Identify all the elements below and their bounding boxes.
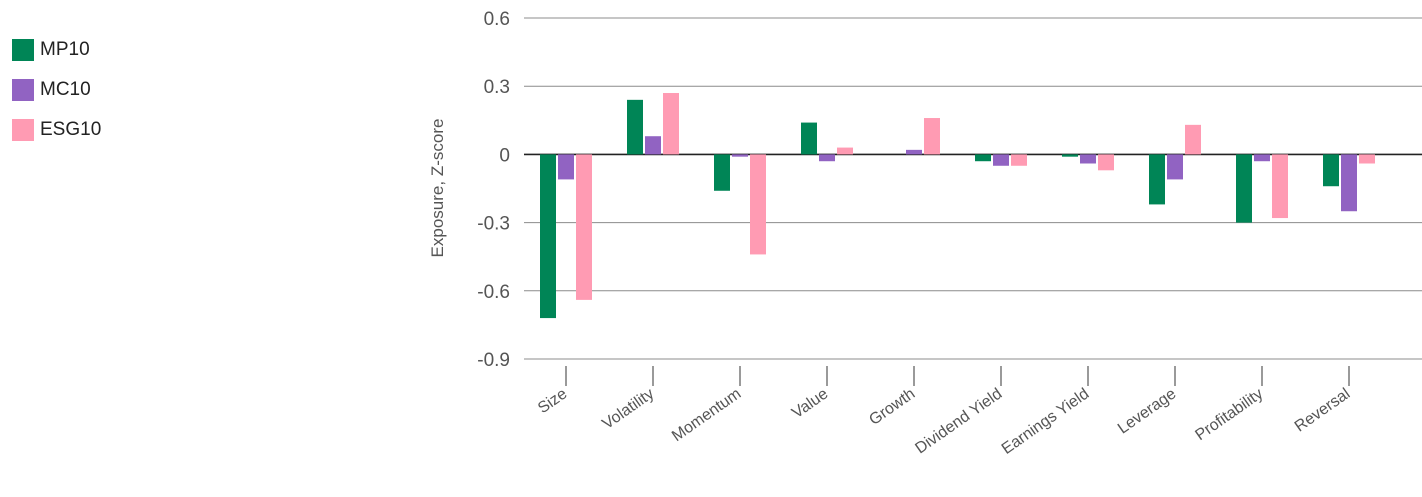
- legend-label-mp10: MP10: [40, 39, 90, 60]
- legend-label-esg10: ESG10: [40, 119, 102, 140]
- bar-mc10-reversal: [1341, 154, 1357, 212]
- bar-esg10-reversal: [1359, 154, 1375, 164]
- x-tick-label: Value: [789, 385, 831, 422]
- y-tick-labels: 0.6 0.3 0 -0.3 -0.6 -0.9: [477, 9, 510, 371]
- x-tick-label: Dividend Yield: [912, 385, 1005, 457]
- y-tick-label: -0.9: [477, 350, 510, 371]
- bar-esg10-momentum: [750, 154, 766, 255]
- bar-mc10-profitability: [1254, 154, 1270, 162]
- legend-item-mp10: MP10: [12, 30, 101, 70]
- bar-mc10-growth: [906, 149, 922, 155]
- x-ticks: [565, 366, 1350, 386]
- legend-swatch-mc10: [12, 79, 34, 101]
- y-tick-label: -0.6: [477, 282, 510, 303]
- bar-mc10-size: [558, 154, 574, 180]
- bar-esg10-profitability: [1272, 154, 1288, 219]
- legend-swatch-mp10: [12, 39, 34, 61]
- bar-mc10-dividend-yield: [993, 154, 1009, 166]
- y-tick-label: 0.3: [484, 77, 510, 98]
- legend: MP10 MC10 ESG10: [12, 30, 101, 150]
- bar-mp10-volatility: [627, 99, 643, 155]
- y-tick-label: 0.6: [484, 9, 510, 30]
- bars: [540, 93, 1375, 319]
- legend-swatch-esg10: [12, 119, 34, 141]
- bar-mp10-momentum: [714, 154, 730, 191]
- bar-esg10-value: [837, 147, 853, 155]
- x-tick-labels: Size Volatility Momentum Value GrowthDividen…: [535, 385, 1353, 458]
- bar-mp10-earnings-yield: [1062, 154, 1078, 157]
- x-tick-label: Leverage: [1115, 385, 1179, 437]
- y-axis-label: Exposure, Z-score: [428, 119, 447, 258]
- bar-esg10-leverage: [1185, 124, 1201, 155]
- x-tick-label: Earnings Yield: [999, 385, 1093, 458]
- bar-esg10-volatility: [663, 93, 679, 155]
- bar-esg10-dividend-yield: [1011, 154, 1027, 166]
- x-tick-label: Size: [535, 385, 570, 417]
- bar-mc10-leverage: [1167, 154, 1183, 180]
- x-tick-label: Reversal: [1292, 385, 1353, 435]
- y-tick-label: 0: [499, 145, 510, 166]
- bar-mc10-earnings-yield: [1080, 154, 1096, 164]
- bar-mc10-volatility: [645, 136, 661, 155]
- bar-mp10-profitability: [1236, 154, 1252, 223]
- x-tick-label: Volatility: [599, 385, 657, 433]
- bar-esg10-size: [576, 154, 592, 300]
- legend-item-mc10: MC10: [12, 70, 101, 110]
- x-tick-label: Momentum: [669, 385, 744, 445]
- bar-mc10-momentum: [732, 154, 748, 157]
- x-tick-label: Profitability: [1192, 385, 1266, 444]
- bar-mp10-size: [540, 154, 556, 319]
- bar-esg10-growth: [924, 118, 940, 155]
- bar-mp10-value: [801, 122, 817, 155]
- x-tick-label: Growth: [866, 385, 918, 429]
- bar-mc10-value: [819, 154, 835, 162]
- bar-mp10-dividend-yield: [975, 154, 991, 162]
- y-tick-label: -0.3: [477, 214, 510, 235]
- bar-mp10-leverage: [1149, 154, 1165, 205]
- bar-mp10-reversal: [1323, 154, 1339, 187]
- legend-item-esg10: ESG10: [12, 110, 101, 150]
- legend-label-mc10: MC10: [40, 79, 91, 100]
- bar-esg10-earnings-yield: [1098, 154, 1114, 171]
